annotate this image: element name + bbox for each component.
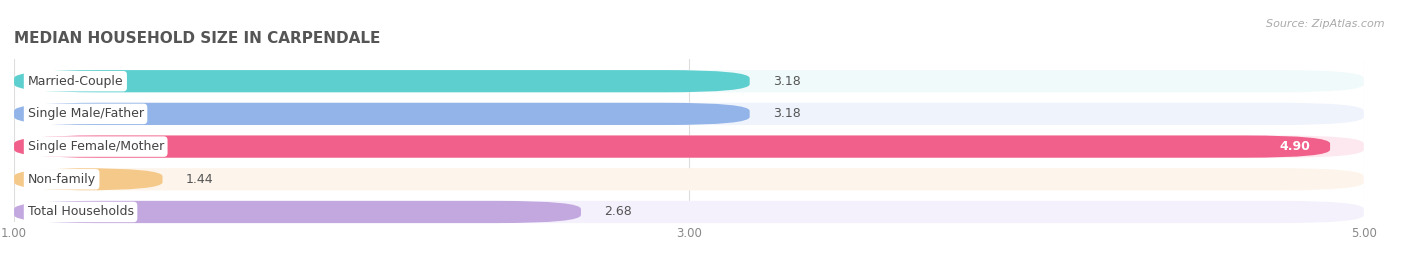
Text: 3.18: 3.18: [773, 75, 801, 88]
Text: 4.90: 4.90: [1279, 140, 1310, 153]
FancyBboxPatch shape: [14, 168, 1364, 190]
Text: 3.18: 3.18: [773, 107, 801, 120]
Text: 2.68: 2.68: [605, 206, 633, 218]
Text: Married-Couple: Married-Couple: [28, 75, 124, 88]
FancyBboxPatch shape: [14, 70, 1364, 92]
FancyBboxPatch shape: [14, 135, 1364, 158]
Text: 1.44: 1.44: [186, 173, 214, 186]
FancyBboxPatch shape: [14, 201, 1364, 223]
FancyBboxPatch shape: [14, 103, 749, 125]
FancyBboxPatch shape: [14, 135, 1330, 158]
Text: Source: ZipAtlas.com: Source: ZipAtlas.com: [1267, 19, 1385, 29]
FancyBboxPatch shape: [14, 201, 581, 223]
Text: Total Households: Total Households: [28, 206, 134, 218]
Text: Single Male/Father: Single Male/Father: [28, 107, 143, 120]
Text: MEDIAN HOUSEHOLD SIZE IN CARPENDALE: MEDIAN HOUSEHOLD SIZE IN CARPENDALE: [14, 31, 381, 46]
FancyBboxPatch shape: [14, 168, 163, 190]
FancyBboxPatch shape: [14, 103, 1364, 125]
FancyBboxPatch shape: [14, 70, 749, 92]
Text: Non-family: Non-family: [28, 173, 96, 186]
Text: Single Female/Mother: Single Female/Mother: [28, 140, 165, 153]
